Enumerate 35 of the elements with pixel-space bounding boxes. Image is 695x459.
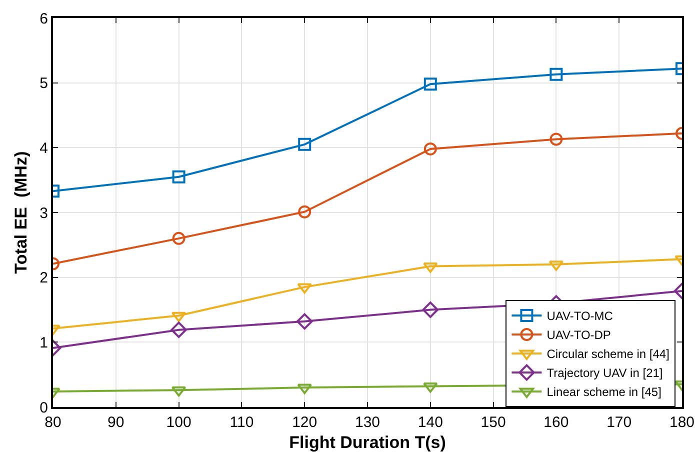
point [297,384,312,394]
x-tick-label: 150 [480,414,506,431]
y-tick-label: 4 [40,140,48,157]
y-tick-label: 2 [40,270,48,287]
point [424,142,437,156]
legend-label: UAV-TO-MC [546,309,614,324]
y-tick-label: 1 [40,334,48,352]
point [424,78,437,91]
legend-label: Trajectory UAV in [21] [546,366,663,380]
y-tick-label: 6 [40,10,48,28]
y-tick-label: 3 [40,204,48,222]
x-tick-label: 180 [669,414,695,431]
point [423,262,438,273]
point [298,205,312,218]
point [422,302,439,318]
x-tick-label: 110 [230,414,254,431]
y-axis-title: Total EE (MHz) [12,151,31,274]
x-tick-label: 170 [606,414,632,431]
legend-label: UAV-TO-DP [546,328,611,342]
x-tick-label: 100 [166,414,192,431]
point [296,313,313,330]
x-axis-title: Flight Duration T(s) [289,432,446,452]
legend-label: Linear scheme in [45] [546,385,662,400]
x-tick-label: 90 [108,414,124,431]
y-tick-label: 0 [40,399,48,416]
x-tick-label: 120 [292,414,318,431]
x-tick-label: 130 [354,414,380,431]
point [298,138,312,151]
x-tick-label: 140 [418,414,443,431]
x-tick-label: 160 [544,414,569,431]
y-tick-label: 5 [40,75,48,92]
point [423,382,438,393]
x-tick-label: 80 [44,414,62,431]
point [297,283,312,294]
legend-label: Circular scheme in [44] [546,347,670,362]
